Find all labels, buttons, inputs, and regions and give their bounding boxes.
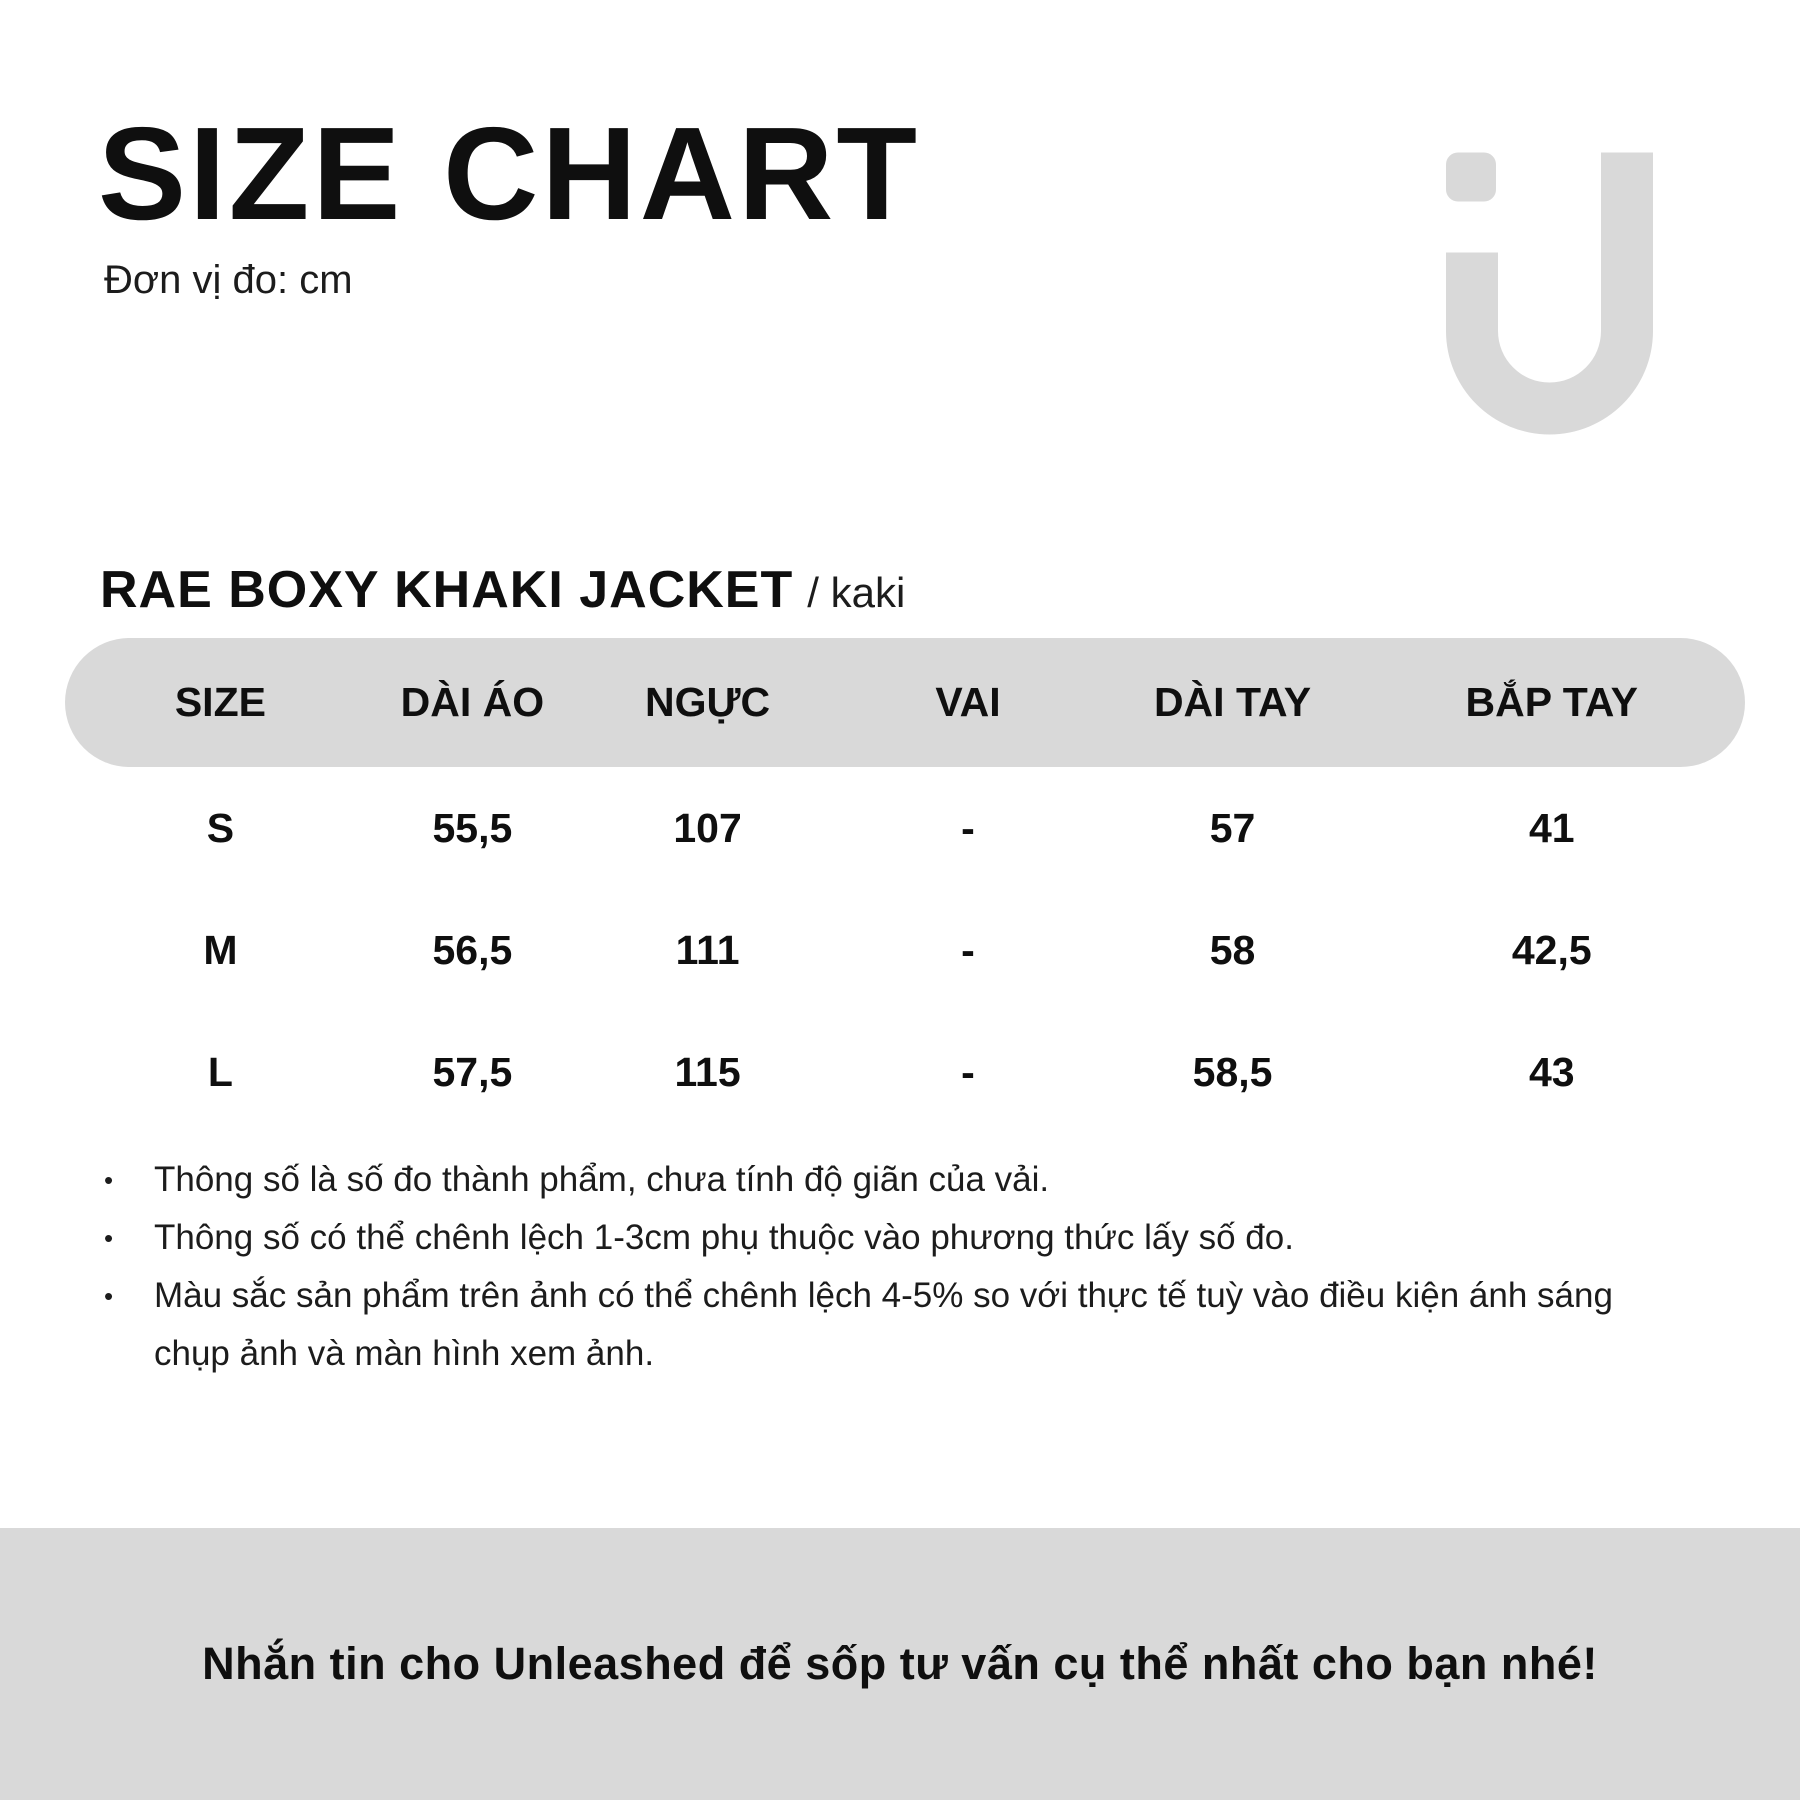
- size-table: SIZE DÀI ÁO NGỰC VAI DÀI TAY BẮP TAY S 5…: [65, 638, 1745, 1133]
- unleashed-u-logo-icon: [1446, 152, 1653, 435]
- cell-vai: -: [961, 804, 975, 851]
- cell-vai: -: [961, 1048, 975, 1095]
- notes-list: • Thông số là số đo thành phẩm, chưa tín…: [104, 1151, 1664, 1383]
- note-text: Màu sắc sản phẩm trên ảnh có thể chênh l…: [154, 1276, 1613, 1373]
- cell-dai-ao: 55,5: [432, 804, 513, 851]
- product-name: RAE BOXY KHAKI JACKET: [100, 561, 794, 619]
- header-cell-dai-tay: DÀI TAY: [1153, 679, 1312, 725]
- cell-bap-tay: 43: [1528, 1048, 1575, 1095]
- cell-dai-tay: 58,5: [1192, 1048, 1273, 1095]
- cell-size: S: [206, 804, 235, 851]
- bullet-icon: •: [104, 1223, 114, 1253]
- header-cell-dai-ao: DÀI ÁO: [400, 679, 545, 725]
- cell-size: M: [203, 926, 238, 973]
- header-cell-bap-tay: BẮP TAY: [1465, 679, 1638, 725]
- unit-label: Đơn vị đo: cm: [104, 258, 353, 302]
- cell-nguc: 115: [674, 1048, 741, 1095]
- cell-dai-ao: 56,5: [432, 926, 513, 973]
- cell-dai-tay: 58: [1209, 926, 1256, 973]
- table-header-row: SIZE DÀI ÁO NGỰC VAI DÀI TAY BẮP TAY: [65, 638, 1745, 767]
- bullet-icon: •: [104, 1165, 114, 1195]
- note-text: Thông số là số đo thành phẩm, chưa tính …: [154, 1160, 1050, 1199]
- table-row-s: S 55,5 107 - 57 41: [65, 767, 1745, 889]
- header-cell-nguc: NGỰC: [645, 679, 771, 725]
- footer-message: Nhắn tin cho Unleashed để sốp tư vấn cụ …: [202, 1638, 1598, 1689]
- cell-bap-tay: 41: [1528, 804, 1575, 851]
- product-line: RAE BOXY KHAKI JACKET / kaki: [100, 560, 905, 620]
- note-text: Thông số có thể chênh lệch 1-3cm phụ thu…: [154, 1218, 1294, 1257]
- header-cell-size: SIZE: [174, 679, 266, 725]
- table-row-m: M 56,5 111 - 58 42,5: [65, 889, 1745, 1011]
- note-item: • Thông số có thể chênh lệch 1-3cm phụ t…: [104, 1209, 1664, 1267]
- note-item: • Màu sắc sản phẩm trên ảnh có thể chênh…: [104, 1267, 1664, 1383]
- cell-dai-tay: 57: [1209, 804, 1256, 851]
- header-cell-vai: VAI: [935, 679, 1001, 725]
- footer-bar: Nhắn tin cho Unleashed để sốp tư vấn cụ …: [0, 1528, 1800, 1800]
- note-item: • Thông số là số đo thành phẩm, chưa tín…: [104, 1151, 1664, 1209]
- page-title: SIZE CHART: [98, 100, 920, 247]
- cell-size: L: [207, 1048, 233, 1095]
- cell-bap-tay: 42,5: [1511, 926, 1592, 973]
- table-row-l: L 57,5 115 - 58,5 43: [65, 1011, 1745, 1133]
- cell-nguc: 107: [673, 804, 742, 851]
- cell-vai: -: [961, 926, 975, 973]
- product-variant: / kaki: [807, 569, 906, 616]
- cell-nguc: 111: [675, 926, 740, 973]
- cell-dai-ao: 57,5: [432, 1048, 513, 1095]
- bullet-icon: •: [104, 1281, 114, 1311]
